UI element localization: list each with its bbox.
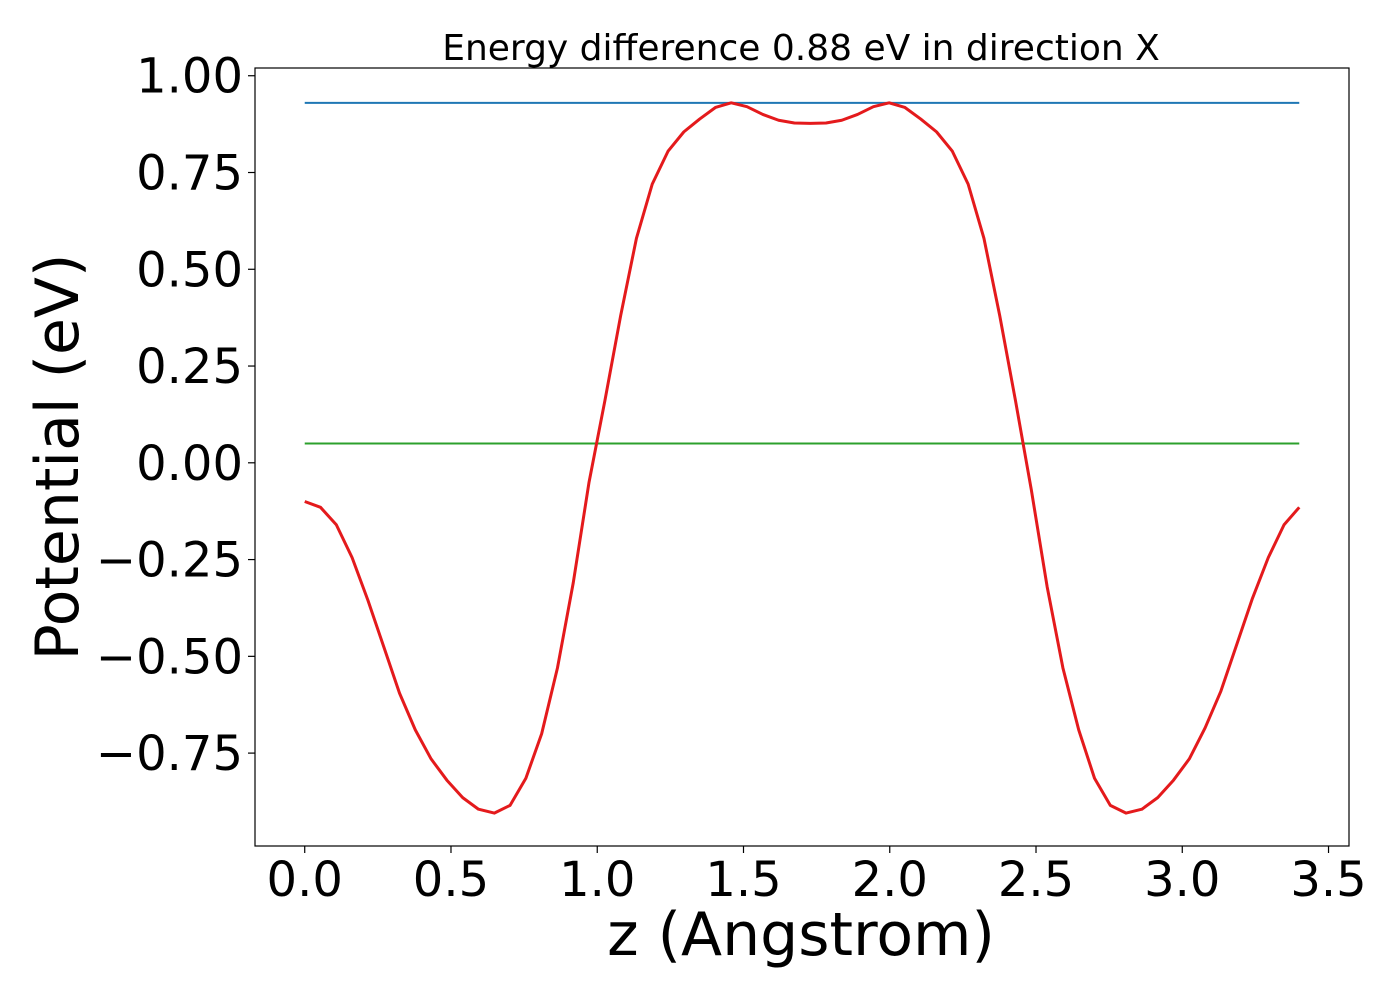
x-tick-label: 3.5 [1290,852,1366,908]
y-tick-label: −0.75 [96,726,243,782]
plot-frame [254,67,1350,847]
x-tick-label: 3.0 [1144,852,1220,908]
series-layer [304,101,1301,815]
x-axis-ticks: 0.0 0.5 1.0 1.5 2.0 2.5 3.0 3.5 [267,846,1367,908]
x-tick-label: 1.0 [559,852,635,908]
y-tick-label: 0.00 [136,436,243,492]
y-tick-label: 0.75 [136,146,243,202]
y-tick-label: −0.25 [96,533,243,589]
y-axis-label: Potential (eV) [23,254,93,661]
x-tick-label: 1.5 [705,852,781,908]
y-tick-label: 1.00 [136,49,243,105]
x-tick-label: 0.0 [267,852,343,908]
x-axis-label: z (Angstrom) [607,900,995,970]
x-tick-label: 0.5 [413,852,489,908]
chart-title: Energy difference 0.88 eV in direction X [442,28,1160,69]
y-tick-label: 0.50 [136,242,243,298]
y-axis-ticks: 1.00 0.75 0.50 0.25 0.00 −0.25 −0.50 −0.75 [96,49,255,782]
x-tick-label: 2.5 [998,852,1074,908]
y-tick-label: 0.25 [136,339,243,395]
y-tick-label: −0.50 [96,629,243,685]
x-tick-label: 2.0 [852,852,928,908]
potential-curve [304,101,1301,815]
